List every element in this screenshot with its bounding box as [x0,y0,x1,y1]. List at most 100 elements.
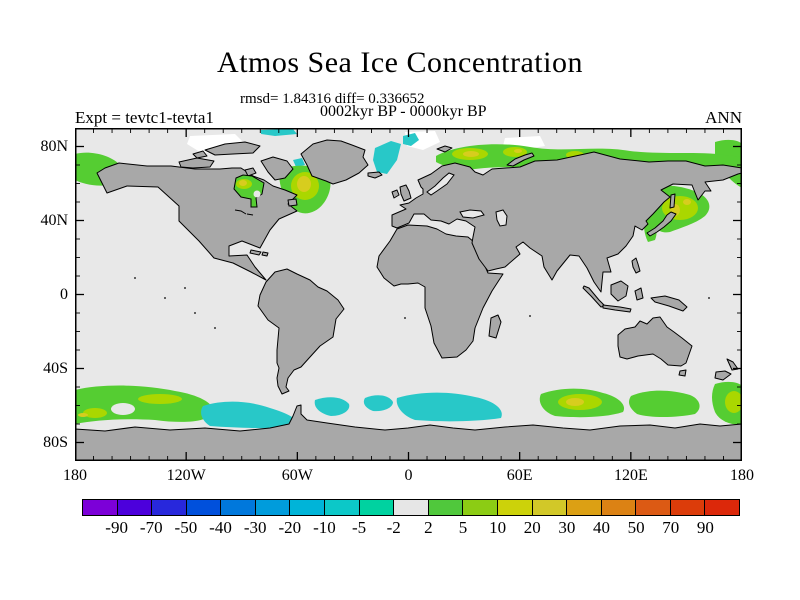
island-novaya-zemlya [506,152,535,167]
island-baffin [260,156,294,181]
hudson-bay [233,174,265,208]
colorbar-tick-label: -30 [243,518,267,537]
ice-japan-sea-green [644,214,657,242]
x-axis: 180 120W 60W 0 60E 120E 180 [63,466,754,488]
sea-caspian [495,209,508,227]
world-map [75,128,742,461]
map-frame [75,128,742,461]
colorbar-tick-label: 5 [458,518,468,537]
island-new-guinea [650,295,688,312]
colorbar-cell [289,500,325,515]
island-japan [646,211,677,237]
colorbar-cell [324,500,359,515]
island-svalbard [436,145,453,153]
colorbar-cell [635,500,670,515]
continent-australia [617,316,693,367]
colorbar-cell [220,500,255,515]
island-iceland [367,171,383,179]
ice-atlantic-indian-cyan [396,392,502,422]
continent-south-america [257,268,345,395]
colorbar-cell [116,500,152,515]
y-axis: 80N 40N 0 40S 80S [18,128,68,461]
colorbar-tick-label: -2 [386,518,401,537]
y-axis-tick-label: 40N [40,211,68,229]
colorbar-cell [393,500,428,515]
x-axis-tick-label: 120E [613,467,648,484]
colorbar-cell [600,500,636,515]
continent-greenland [300,139,369,185]
experiment-label: Expt = tevtc1-tevta1 [75,108,214,127]
colorbar-tick-label: 10 [489,518,507,537]
island-madagascar [488,314,502,339]
season-label: ANN [705,108,742,127]
colorbar-tick-label: -10 [313,518,336,537]
x-axis-tick-label: 180 [730,467,754,484]
ice-greenland-sea-cyan [373,141,401,174]
colorbar-tick-label: 90 [696,518,714,537]
colorbar-cell [496,500,532,515]
stats-line: rmsd= 1.84316 diff= 0.336652 [240,91,425,107]
colorbar-tick-label: -40 [209,518,232,537]
island-ireland [391,189,400,199]
island-new-zealand-south [714,370,732,381]
colorbar-tick-label: 30 [558,518,576,537]
colorbar-cell [462,500,497,515]
colorbar-cell [254,500,290,515]
small-islands [134,277,710,329]
inland-seas [426,172,508,227]
colorbar-tick-label: 50 [627,518,645,537]
colorbar-tick-label: -90 [105,518,128,537]
colorbar-cell [358,500,394,515]
colorbar [82,499,740,516]
x-axis-tick-label: 0 [404,467,413,484]
colorbar-cell [669,500,705,515]
colorbar-tick-label: 20 [523,518,541,537]
x-axis-tick-label: 60W [281,467,313,484]
colorbar-cell [151,500,186,515]
page-title: Atmos Sea Ice Concentration [217,46,583,79]
colorbar-tick-label: 40 [592,518,610,537]
period-line: 0002kyr BP - 0000kyr BP [320,103,487,120]
sea-baltic [426,172,455,196]
colorbar-cell [531,500,567,515]
great-lakes [234,209,254,216]
colorbar-cell [83,500,117,515]
island-tasmania [678,369,687,377]
island-britain [399,184,412,202]
ice-hudson-yellow [239,180,247,186]
island-sulawesi [634,287,644,301]
world-map-panel [75,128,742,461]
colorbar-tick-label: 70 [662,518,680,537]
island-queen-elizabeth [204,141,261,156]
ice-barents-yellow [463,151,479,157]
colorbar-cell [566,500,601,515]
continent-africa [376,224,504,359]
colorbar-tick-label: -20 [278,518,302,537]
y-axis-tick-label: 80N [40,137,68,155]
x-axis-tick-label: 180 [63,467,87,484]
colorbar-cell [427,500,463,515]
sea-ice-anomaly-south [75,381,742,430]
island-java [602,304,632,313]
colorbar-tick-label: -70 [139,518,163,537]
island-philippines [631,257,641,274]
ice-labrador-yellow [297,176,311,192]
sea-black [459,209,485,219]
colorbar-tick-label: -50 [174,518,198,537]
island-newfoundland [287,198,298,207]
colorbar-tick-label: -5 [351,518,367,537]
colorbar-tick-label: 2 [424,518,433,537]
colorbar-cell [185,500,221,515]
island-sakhalin [669,193,676,209]
y-axis-tick-label: 80S [43,433,68,451]
ice-pacific-sector-green [75,385,214,424]
island-borneo [610,280,629,302]
x-axis-tick-label: 120W [166,467,206,484]
continent-eurasia [391,151,742,293]
y-axis-tick-label: 40S [43,359,68,377]
y-axis-tick-label: 0 [60,285,68,303]
island-cuba [249,249,262,256]
colorbar-cell [704,500,739,515]
continent-antarctica [75,404,742,461]
ice-weddell-cyan [201,401,298,430]
